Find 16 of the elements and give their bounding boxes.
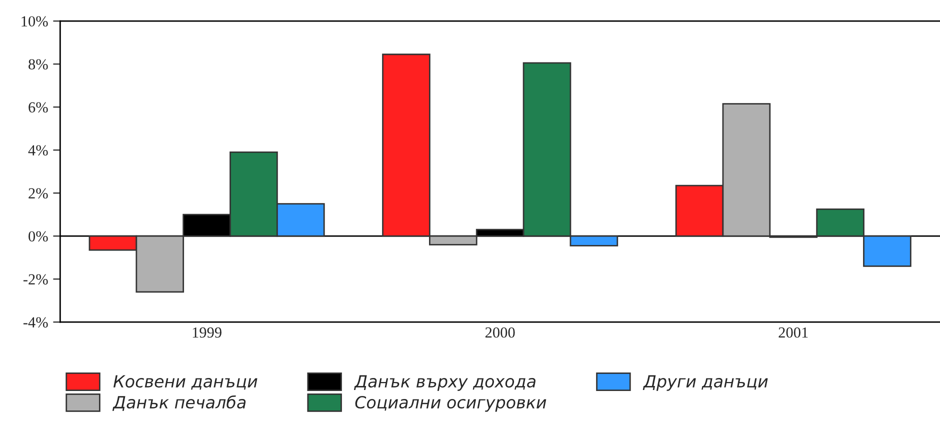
y-tick-label: 4% [28,145,48,156]
y-tick-label: 10% [22,16,48,27]
y-tick-label: 0% [28,231,48,242]
legend-label: Косвени данъци [113,375,258,390]
legend-label: Данък печалба [112,395,246,411]
y-tick-label: 2% [28,188,48,199]
legend-label: Други данъци [642,375,768,391]
y-tick-label: -4% [23,317,48,328]
legend-label: Данък върху дохода [354,375,536,391]
legend-label: Социални осигуровки [355,396,546,412]
x-tick-label: 2000 [485,327,515,338]
x-tick-label: 2001 [778,327,808,338]
y-tick-label: 8% [28,59,48,70]
x-tick-label: 1999 [192,327,222,338]
y-tick-label: -2% [23,274,48,285]
y-tick-label: 6% [28,102,48,113]
